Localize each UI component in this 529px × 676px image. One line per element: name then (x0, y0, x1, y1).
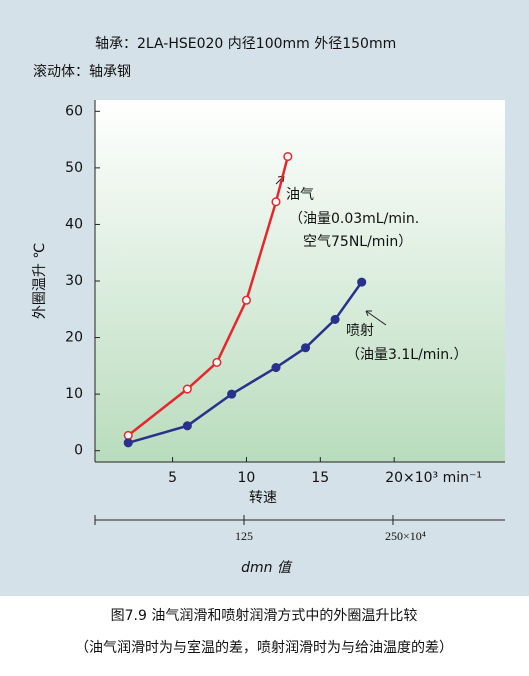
x2-tick-label: 125 (235, 529, 253, 543)
legend-label: 油气 (286, 187, 314, 203)
annotation: （油量0.03mL/min. (289, 211, 419, 227)
data-point (300, 343, 311, 353)
subtitle: 滚动体：轴承钢 (33, 63, 131, 80)
data-point (357, 277, 367, 287)
data-point (123, 430, 133, 440)
data-point (271, 362, 281, 373)
legend-label: 喷射 (346, 323, 374, 339)
x-tick-label: 5 (168, 470, 177, 486)
y-tick-label: 60 (65, 103, 83, 119)
caption: （油气润滑时为与室温的差，喷射润滑时为与给油温度的差） (75, 639, 453, 656)
x-tick-label: 20×10³ min⁻¹ (385, 470, 482, 486)
data-point (241, 295, 251, 305)
y-tick-label: 40 (65, 216, 83, 232)
data-point (271, 197, 281, 207)
y-tick-label: 0 (74, 443, 83, 459)
x-tick-label: 15 (311, 470, 329, 486)
arrow (365, 310, 387, 326)
x2-tick-label: 250×10⁴ (385, 529, 426, 543)
plot-area (95, 100, 505, 462)
x2-axis-label: dmn 值 (241, 560, 293, 576)
y-axis-label: 外圈温升 ℃ (32, 243, 48, 319)
series-line (127, 156, 290, 437)
data-point (123, 438, 133, 448)
annotation: 空气75NL/min） (303, 234, 412, 250)
caption: 图7.9 油气润滑和喷射润滑方式中的外圈温升比较 (111, 607, 418, 624)
data-point (182, 421, 192, 431)
y-tick-label: 30 (65, 273, 83, 289)
data-point (212, 357, 222, 368)
y-tick-label: 20 (65, 330, 83, 346)
x-tick-label: 10 (238, 470, 256, 486)
chart-title: 轴承：2LA-HSE020 内径100mm 外径150mm (95, 36, 396, 52)
y-tick-label: 50 (65, 160, 83, 176)
x-axis-label: 转速 (249, 490, 277, 506)
data-point (330, 314, 340, 325)
data-point (283, 152, 293, 162)
y-tick-label: 10 (65, 386, 83, 402)
data-point (227, 389, 237, 399)
data-point (182, 384, 192, 394)
annotation: （油量3.1L/min.） (346, 347, 468, 363)
